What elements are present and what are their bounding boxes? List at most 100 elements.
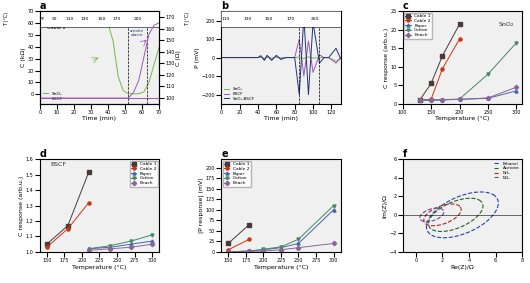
Ethanol [440,236,447,239]
BSCF [287,56,293,59]
Text: e: e [221,149,228,159]
SnO₂ [273,55,279,59]
BSCF [301,74,307,78]
Cotton [428,98,434,102]
Paper [417,98,423,102]
BSCF [236,56,243,59]
BSCF [115,96,121,100]
SnO₂ [79,19,85,23]
Line: Beach: Beach [87,243,154,252]
Legend: SnO₂, BSCF, SnO₂-BSCF: SnO₂, BSCF, SnO₂-BSCF [223,86,255,102]
Paper [513,89,519,93]
Cotton [107,244,113,247]
SnO₂-BSCF [287,56,293,59]
Paper [128,243,134,246]
Paper [456,98,463,101]
SnO₂ [250,56,257,59]
SnO₂-BSCF [301,15,307,19]
BSCF [258,54,264,58]
Acetone [480,202,486,206]
Acetone [478,200,484,203]
Cable 2 [246,237,252,241]
BSCF [338,56,344,59]
BSCF [296,37,303,41]
SnO₂-BSCF [261,59,268,62]
NH₃ [453,203,460,206]
Beach [295,246,302,249]
Paper [225,250,232,254]
Cable 2 [456,37,463,41]
Paper [485,97,491,100]
BSCF [140,96,147,100]
Text: b: b [221,1,228,11]
SnO₂ [227,56,234,59]
SnO₂ [261,56,268,60]
Beach [260,249,267,253]
Acetone [480,205,486,209]
SnO₂ [316,56,323,59]
Beach [439,98,446,102]
Acetone [474,198,481,201]
Cable 1 [428,82,434,85]
Acetone [452,200,458,203]
Cotton [485,72,491,76]
Cable 1 [225,242,232,245]
Line: Cable 2: Cable 2 [418,38,461,102]
SnO₂-BSCF [296,93,303,96]
NO₂ [440,208,446,212]
Text: T (°C): T (°C) [4,12,9,26]
Cable 2 [428,98,434,101]
Line: SnO₂: SnO₂ [221,57,341,61]
BSCF [269,58,275,61]
Beach [456,98,463,101]
SnO₂-BSCF [325,56,332,59]
BSCF [156,96,162,100]
BSCF [105,96,111,100]
Beach [485,96,491,100]
SnO₂ [136,92,142,95]
Line: NH₃: NH₃ [424,204,461,226]
SnO₂ [310,56,316,60]
BSCF [125,96,131,100]
Y-axis label: |P response| (mV): |P response| (mV) [199,178,204,233]
BSCF [321,56,327,59]
Beach [128,246,134,249]
Cotton [149,233,155,237]
NH₃ [430,207,437,211]
Acetone [467,196,474,200]
Beach [278,248,284,252]
BSCF [255,56,261,59]
Text: f: f [403,149,407,159]
SnO₂-BSCF [282,56,289,59]
SnO₂ [45,18,51,21]
Text: smoke
alarm: smoke alarm [302,19,316,27]
Y-axis label: Im(Z)/Ω: Im(Z)/Ω [383,194,388,218]
Cable 1 [439,54,446,57]
SnO₂ [321,56,327,59]
Cable 1 [246,223,252,226]
Line: Beach: Beach [418,86,518,102]
Line: Cable 2: Cable 2 [227,238,251,251]
BSCF [227,56,234,59]
Line: Cotton: Cotton [418,41,518,102]
Text: SnO₂: SnO₂ [498,22,514,27]
Line: Ethanol: Ethanol [427,192,498,238]
Cable 2 [225,248,232,252]
Cotton [128,239,134,243]
Line: Cable 1: Cable 1 [418,23,461,102]
SnO₂ [156,45,162,49]
BSCF [245,56,252,59]
SnO₂-BSCF [245,56,252,59]
BSCF [146,96,152,100]
SnO₂ [218,56,224,59]
Legend: Cable 1, Cable 2, Paper, Cotton, Beach: Cable 1, Cable 2, Paper, Cotton, Beach [404,13,432,38]
SnO₂ [140,90,147,94]
BSCF [305,39,312,43]
Beach [330,242,337,245]
Ethanol [492,194,498,198]
Paper [439,98,446,102]
Text: smoke
alarm: smoke alarm [130,29,144,37]
Line: SnO₂: SnO₂ [40,20,159,94]
Line: Cotton: Cotton [87,233,154,250]
Legend: SnO₂, BSCF: SnO₂, BSCF [42,91,64,102]
